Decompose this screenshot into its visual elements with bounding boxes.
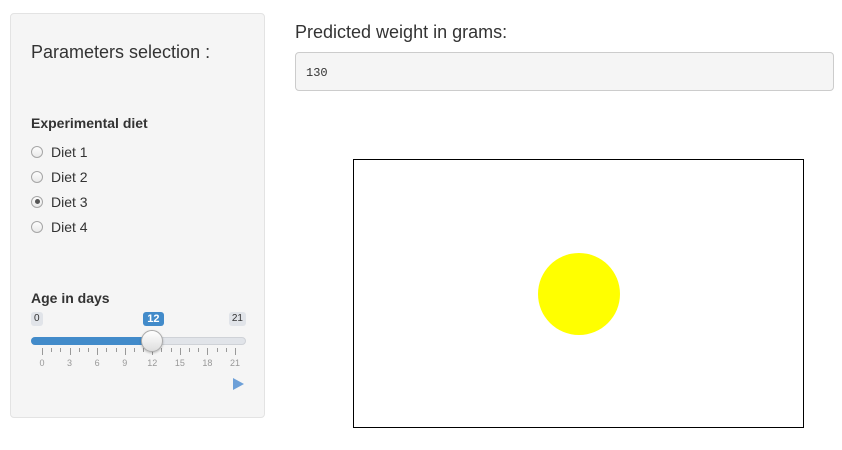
slider-tick	[216, 348, 218, 352]
slider-tick-label: 21	[229, 358, 241, 368]
output-label: Predicted weight in grams:	[295, 22, 508, 42]
slider-tick	[161, 348, 163, 352]
diet-option-3[interactable]: Diet 3	[31, 189, 88, 214]
slider-tick	[69, 348, 71, 355]
slider-tick	[133, 348, 135, 352]
slider-tick-label: 12	[147, 358, 158, 368]
slider-handle[interactable]	[141, 330, 164, 352]
slider-min-label: 0	[31, 312, 43, 326]
radio-button[interactable]	[31, 195, 43, 208]
predicted-weight-output: 130	[295, 52, 834, 91]
slider-tick	[106, 348, 108, 352]
diet-option-label: Diet 1	[51, 143, 88, 160]
slider-tick-label: 18	[202, 358, 213, 368]
diet-option-4[interactable]: Diet 4	[31, 214, 88, 239]
slider-tick	[235, 348, 236, 355]
sidebar-title: Parameters selection :	[31, 42, 211, 62]
radio-button[interactable]	[31, 145, 43, 158]
slider-tick	[78, 348, 80, 352]
slider-tick	[87, 348, 89, 352]
diet-radio-group: Diet 1 Diet 2 Diet 3 Diet 4	[31, 139, 88, 239]
radio-button[interactable]	[31, 220, 43, 233]
slider-tick	[115, 348, 117, 352]
diet-option-label: Diet 3	[51, 193, 88, 210]
slider-tick	[60, 348, 62, 352]
slider-ticks	[31, 348, 246, 358]
sidebar-panel: Parameters selection : Experimental diet…	[10, 13, 265, 418]
slider-tick-label: 0	[39, 358, 45, 368]
age-slider[interactable]: 0 21 12 0 3 6 9 12 15 18 21	[31, 312, 246, 390]
diet-group-label: Experimental diet	[31, 115, 148, 131]
plot-circle	[538, 253, 620, 335]
slider-max-label: 21	[228, 312, 246, 326]
slider-tick-label: 15	[174, 358, 185, 368]
slider-tick	[51, 348, 53, 352]
slider-value-label: 12	[143, 312, 164, 326]
slider-tick-label: 6	[94, 358, 100, 368]
slider-tick	[97, 348, 99, 355]
slider-tick	[207, 348, 209, 355]
slider-tick	[179, 348, 181, 355]
diet-option-1[interactable]: Diet 1	[31, 139, 88, 164]
slider-track-fill	[31, 337, 153, 345]
slider-tick	[170, 348, 172, 352]
diet-option-label: Diet 4	[51, 218, 88, 235]
slider-tick	[189, 348, 191, 352]
slider-tick	[143, 348, 145, 352]
age-group-label: Age in days	[31, 290, 110, 306]
radio-button[interactable]	[31, 170, 43, 183]
play-icon[interactable]	[233, 378, 244, 390]
slider-tick	[225, 348, 227, 352]
slider-tick	[124, 348, 126, 355]
slider-tick	[198, 348, 200, 352]
slider-tick-label: 9	[122, 358, 128, 368]
diet-option-2[interactable]: Diet 2	[31, 164, 88, 189]
diet-option-label: Diet 2	[51, 168, 88, 185]
slider-tick-label: 3	[67, 358, 73, 368]
slider-tick	[42, 348, 43, 355]
